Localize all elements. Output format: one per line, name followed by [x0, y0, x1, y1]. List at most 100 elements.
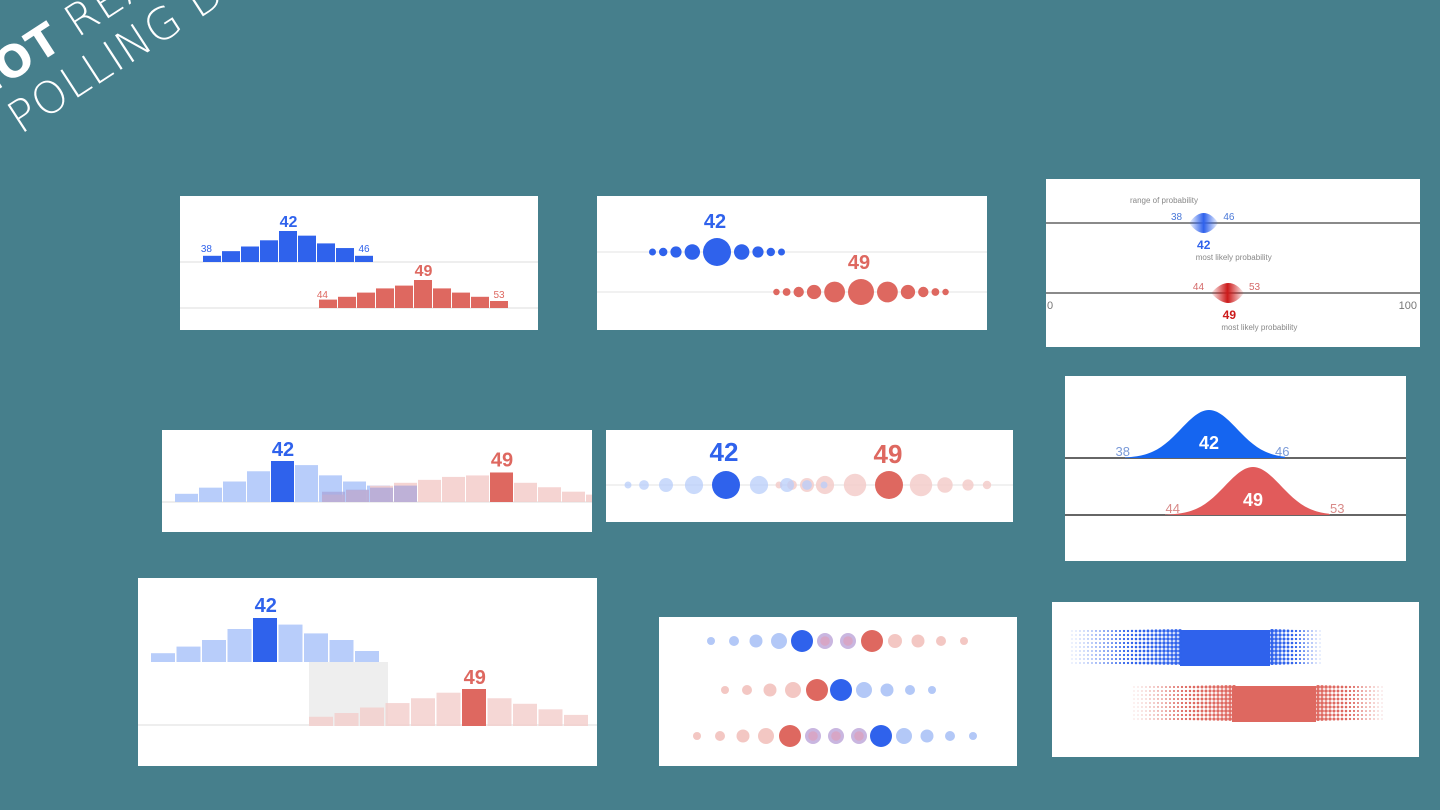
histogram-bar [414, 280, 432, 308]
dither-dot [1365, 702, 1367, 704]
dither-dot [1274, 657, 1278, 661]
stacked-histogram-chart: 42 49 [138, 595, 597, 726]
dither-dot [1196, 693, 1200, 697]
dither-dot [1361, 718, 1363, 720]
dither-dot [1149, 706, 1151, 708]
dither-dot [1336, 701, 1340, 705]
dither-dot [1174, 649, 1178, 653]
dither-dot [1204, 685, 1208, 689]
dither-dot [1324, 685, 1328, 689]
dither-dot [1369, 686, 1371, 688]
histogram-bar [222, 251, 240, 262]
dither-dot [1174, 653, 1178, 657]
dither-dot [1270, 657, 1274, 661]
distribution-dot [896, 728, 912, 744]
dither-dot [1373, 718, 1375, 720]
dither-dot [1212, 693, 1216, 697]
dither-dot [1130, 661, 1134, 665]
distribution-dot [920, 729, 934, 743]
dither-dot [1328, 689, 1332, 693]
histogram-bar [355, 651, 379, 662]
histogram-bar [279, 231, 297, 262]
dither-dot [1083, 638, 1085, 640]
dither-dot [1170, 649, 1174, 653]
dither-dot [1165, 718, 1167, 720]
dither-dot [1122, 645, 1126, 649]
dither-dot [1176, 697, 1180, 701]
dither-dot [1141, 690, 1143, 692]
dither-dot [1137, 710, 1139, 712]
dither-dot [1158, 645, 1162, 649]
dither-dot [1161, 718, 1163, 720]
dither-dot [1294, 645, 1298, 649]
card-stacked-histogram: 42 49 [138, 578, 597, 766]
dither-dot [1224, 685, 1228, 689]
dither-dot [1150, 657, 1154, 661]
dither-dot [1348, 717, 1352, 721]
dither-dot [1134, 661, 1138, 665]
dither-dot [1134, 633, 1138, 637]
dither-dot [1141, 702, 1143, 704]
dither-dot [1137, 698, 1139, 700]
dither-dot [1290, 633, 1294, 637]
axis-tick-label: 0 [1047, 300, 1053, 312]
dither-core [1180, 630, 1270, 666]
histogram-bar [241, 246, 259, 262]
histogram-bar [433, 288, 451, 308]
dither-dot [1141, 706, 1143, 708]
dither-dot [1336, 685, 1340, 689]
histogram-bar [309, 716, 333, 726]
dither-dot [1192, 697, 1196, 701]
dither-dot [1111, 638, 1113, 640]
dither-dot [1107, 650, 1109, 652]
dither-dot [1138, 657, 1142, 661]
dither-dot [1169, 714, 1171, 716]
dither-dot [1188, 697, 1192, 701]
dither-dot [1278, 657, 1282, 661]
dither-dot [1161, 698, 1163, 700]
dither-dot [1134, 653, 1138, 657]
dither-dot [1294, 633, 1298, 637]
dither-dot [1303, 642, 1305, 644]
dither-dot [1278, 661, 1282, 665]
dither-dot [1075, 630, 1077, 632]
dither-dot [1352, 713, 1356, 717]
dither-dot [1169, 686, 1171, 688]
dither-dot [1282, 637, 1286, 641]
dither-dot [1118, 637, 1122, 641]
distribution-dot [773, 288, 780, 296]
card-overlap-histogram: 42 49 [162, 430, 592, 532]
dither-dot [1178, 633, 1182, 637]
dither-dot [1122, 661, 1126, 665]
dither-dot [1079, 642, 1081, 644]
dither-dot [1196, 701, 1200, 705]
dither-dot [1158, 633, 1162, 637]
distribution-dot [763, 683, 777, 697]
dither-dot [1137, 686, 1139, 688]
dither-dot [1200, 689, 1204, 693]
dither-dot [1220, 693, 1224, 697]
dither-dot [1294, 661, 1298, 665]
dither-dot [1118, 657, 1122, 661]
chart-title: range of probability [1130, 196, 1198, 205]
dither-dot [1095, 634, 1097, 636]
dither-dot [1178, 641, 1182, 645]
dither-dot [1157, 710, 1159, 712]
dither-dot [1196, 713, 1200, 717]
dither-dot [1357, 710, 1359, 712]
card-overlap-dots: 42 49 [606, 430, 1013, 522]
dither-dot [1320, 705, 1324, 709]
dither-dot [1212, 689, 1216, 693]
dither-dot [1150, 649, 1154, 653]
overlap-dot-core [843, 636, 853, 646]
dither-dot [1357, 706, 1359, 708]
dither-dot [1332, 717, 1336, 721]
dither-dot [1361, 702, 1363, 704]
dither-dot [1115, 654, 1117, 656]
histogram-bar [227, 629, 252, 662]
dither-dot [1099, 634, 1101, 636]
dither-dot [1166, 645, 1170, 649]
histogram-bar [385, 703, 410, 726]
dither-dot [1162, 629, 1166, 633]
dither-dot [1150, 653, 1154, 657]
